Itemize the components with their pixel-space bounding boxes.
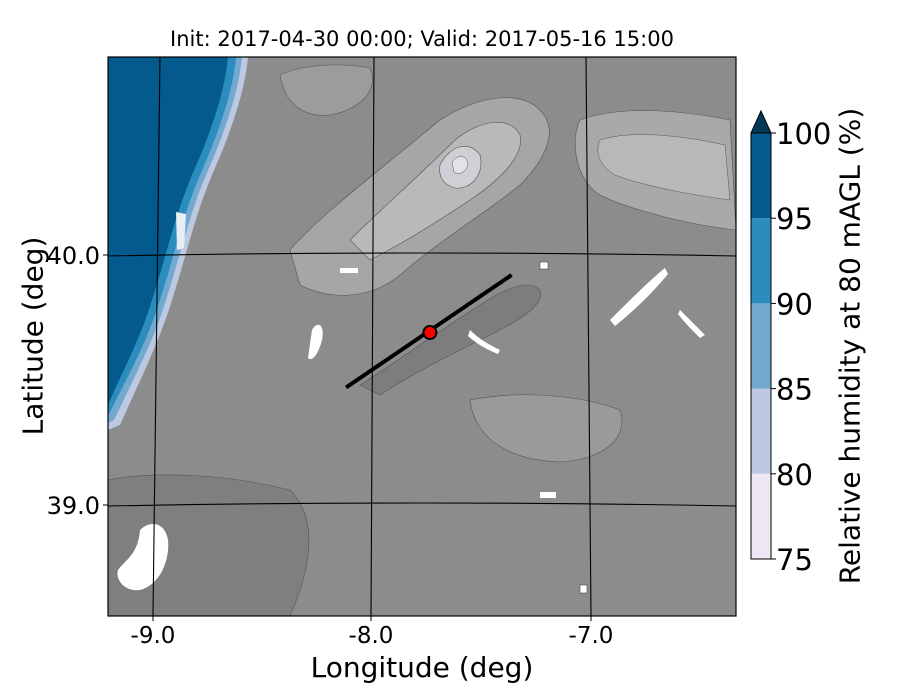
colorbar-tick-label: 80 — [776, 458, 813, 492]
colorbar-frame — [750, 132, 772, 560]
site-marker — [422, 325, 438, 340]
colorbar-tick-label: 75 — [776, 543, 813, 577]
coast-pale-spot — [176, 212, 186, 250]
terrain-ne-plateau-inner — [597, 134, 731, 201]
missing-area-small-4 — [579, 584, 588, 594]
grid-lon-minus9 — [152, 57, 161, 616]
colorbar: 75 80 85 90 95 100 — [750, 109, 831, 577]
x-tick-label: -7.0 — [569, 623, 614, 649]
y-axis-ticks: 40.0 39.0 — [47, 242, 108, 520]
grid-lat-39 — [108, 502, 736, 507]
colorbar-segment — [751, 133, 771, 219]
colorbar-label: Relative humidity at 80 mAGL (%) — [833, 107, 867, 585]
x-axis-label: Longitude (deg) — [310, 651, 534, 684]
terrain-lowland-s — [469, 394, 623, 463]
grid-lon-minus8 — [370, 57, 375, 616]
grid-lat-40 — [108, 252, 736, 257]
x-tick-label: -8.0 — [349, 623, 394, 649]
colorbar-segment — [751, 388, 771, 474]
graticule — [108, 57, 736, 616]
colorbar-tick-label: 85 — [776, 373, 813, 407]
colorbar-segment — [751, 218, 771, 304]
terrain-lowland-sw — [108, 474, 310, 616]
missing-area-river — [468, 330, 500, 354]
missing-area-mid — [308, 324, 323, 360]
grid-lon-minus7 — [585, 57, 592, 616]
terrain-peak-top — [451, 156, 469, 174]
missing-area-sw — [117, 524, 169, 591]
colorbar-segment — [751, 473, 771, 559]
colorbar-tick-label: 95 — [776, 202, 813, 236]
colorbar-tick-label: 90 — [776, 287, 813, 321]
colorbar-segment — [751, 303, 771, 389]
x-tick-label: -9.0 — [131, 623, 176, 649]
y-axis-label: Latitude (deg) — [16, 236, 50, 436]
missing-area-e2 — [678, 310, 705, 338]
x-axis-ticks: -9.0 -8.0 -7.0 — [131, 616, 614, 649]
missing-area-e — [610, 268, 668, 326]
ocean-95 — [108, 57, 228, 405]
colorbar-extend-arrow — [750, 109, 772, 134]
missing-area-small-1 — [539, 261, 549, 270]
y-tick-label: 39.0 — [47, 492, 100, 520]
missing-area-small-3 — [540, 492, 556, 498]
plot-frame — [107, 56, 737, 617]
chart-title: Init: 2017-04-30 00:00; Valid: 2017-05-1… — [170, 27, 674, 51]
missing-area-small-2 — [340, 268, 358, 273]
terrain-nw-hills — [279, 64, 373, 116]
y-tick-label: 40.0 — [47, 242, 100, 270]
colorbar-tick-label: 100 — [776, 117, 831, 151]
